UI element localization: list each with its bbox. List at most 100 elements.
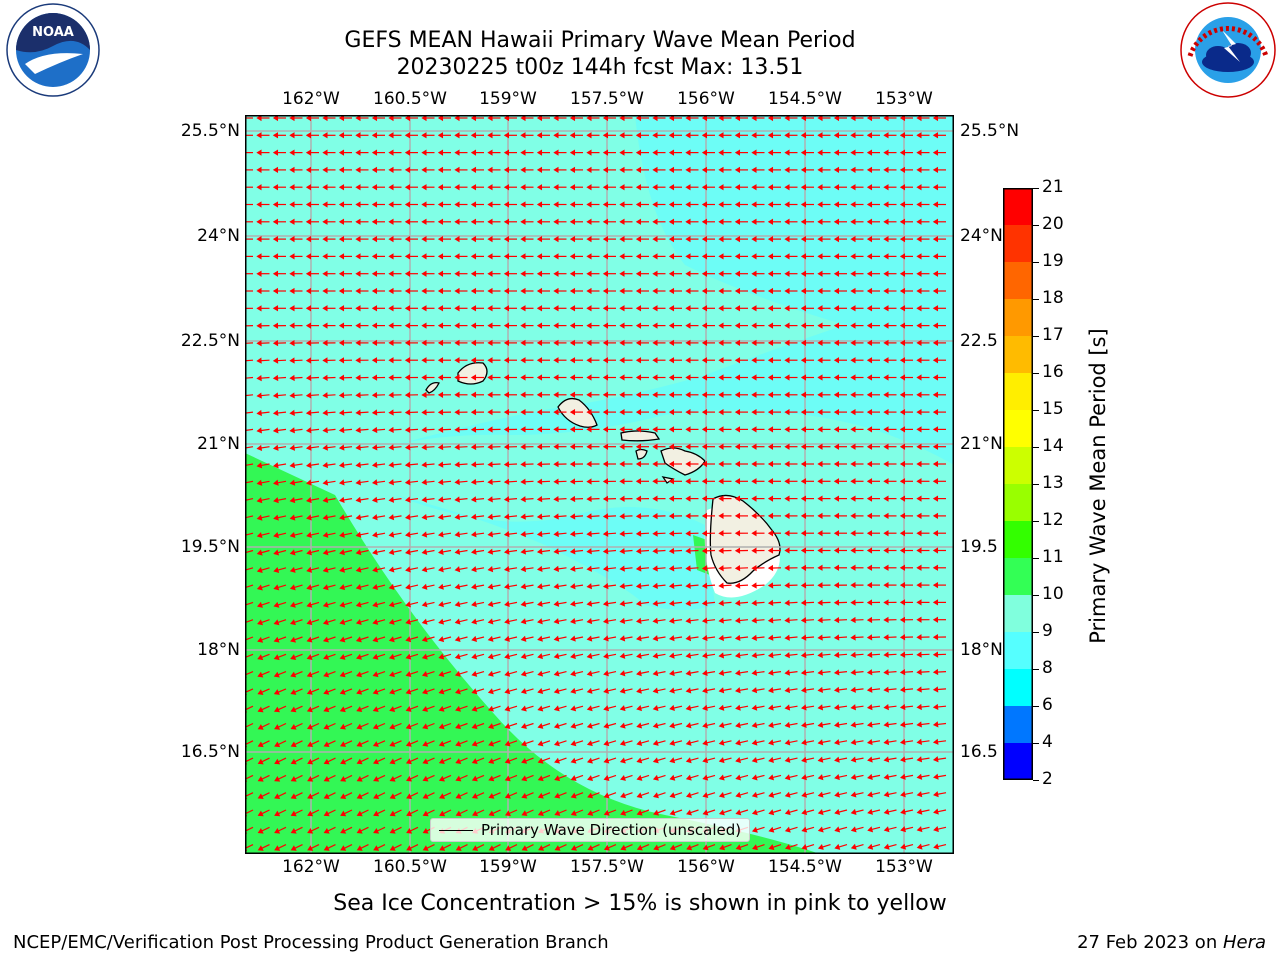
wave-arrow-head: [751, 478, 757, 485]
wave-arrow-head: [603, 652, 609, 659]
wave-arrow-head: [553, 565, 560, 572]
wave-arrow-head: [405, 636, 412, 643]
wave-arrow-head: [520, 305, 526, 312]
wave-arrow-head: [554, 845, 561, 851]
wave-arrow-head: [784, 617, 790, 624]
wave-arrow-head: [800, 235, 807, 243]
wave-arrow-head: [338, 357, 345, 364]
wave-arrow-head: [916, 218, 922, 225]
wave-arrow-head: [404, 201, 411, 208]
wave-arrow-head: [520, 201, 526, 208]
wave-arrow-head: [438, 548, 444, 555]
wave-arrow-head: [767, 460, 774, 468]
wave-arrow-head: [850, 322, 856, 329]
wave-arrow-head: [437, 444, 444, 451]
wave-arrow-head: [718, 357, 724, 364]
wave-arrow-head: [454, 478, 460, 486]
wave-arrow-head: [569, 218, 576, 225]
wave-arrow-head: [850, 686, 856, 693]
wave-arrow-head: [289, 497, 296, 504]
wave-arrow-head: [866, 322, 873, 329]
wave-arrow-head: [668, 635, 675, 642]
wave-arrow-head: [850, 305, 856, 312]
wave-arrow-head: [883, 634, 889, 641]
wave-arrow-head: [751, 791, 758, 798]
wave-arrow-head: [536, 548, 543, 555]
wave-arrow-head: [751, 374, 757, 381]
wave-arrow-head: [438, 775, 445, 782]
wave-arrow-head: [340, 845, 347, 851]
wave-arrow-head: [438, 601, 444, 608]
wave-arrow-head: [470, 461, 477, 468]
wave-arrow-head: [372, 741, 379, 747]
wave-arrow-head: [553, 235, 559, 243]
wave-arrow-head: [455, 758, 462, 764]
wave-arrow-head: [718, 634, 724, 642]
wave-arrow-head: [734, 634, 741, 642]
wave-arrow-head: [404, 514, 411, 521]
wave-arrow-head: [866, 166, 873, 174]
wave-arrow-head: [470, 270, 477, 277]
wave-arrow-head: [487, 426, 493, 433]
wave-arrow-head: [850, 339, 856, 347]
wave-arrow-head: [256, 115, 262, 122]
wave-arrow-head: [487, 305, 493, 312]
wave-arrow-head: [273, 601, 280, 608]
wave-arrow-head: [850, 547, 856, 554]
wave-arrow-head: [521, 810, 528, 817]
wave-arrow-head: [668, 270, 675, 277]
wave-arrow-head: [487, 115, 493, 122]
wave-arrow-head: [833, 651, 840, 659]
wave-arrow-head: [371, 444, 378, 451]
wave-arrow-head: [356, 653, 362, 660]
wave-arrow-head: [322, 287, 328, 295]
wave-arrow-head: [751, 530, 757, 537]
wave-arrow-head: [404, 166, 411, 174]
wave-arrow-head: [421, 184, 427, 191]
wave-arrow-head: [867, 773, 873, 781]
wave-arrow-head: [472, 845, 479, 851]
wave-arrow-head: [274, 845, 281, 851]
wave-arrow-head: [470, 115, 477, 122]
wave-arrow-head: [668, 374, 675, 381]
wave-arrow-head: [767, 149, 774, 156]
wave-arrow-head: [422, 775, 429, 782]
wave-arrow-head: [702, 704, 708, 711]
wave-arrow-head: [734, 235, 741, 243]
chart-subtitle-run: 20230225 t00z 144h fcst Max: 13.51: [396, 55, 804, 80]
colorbar-tick-mark: [1033, 669, 1039, 670]
colorbar-segment: [1003, 447, 1033, 485]
wave-arrow-head: [470, 531, 477, 538]
wave-arrow-head: [800, 253, 807, 260]
colorbar-tick-mark: [1033, 410, 1039, 411]
wave-arrow-head: [373, 827, 380, 834]
wave-arrow-head: [751, 669, 758, 676]
wave-arrow-head: [916, 408, 922, 416]
wave-arrow-head: [306, 689, 313, 695]
wave-arrow-head: [454, 409, 460, 416]
wave-arrow-head: [652, 357, 658, 364]
wave-arrow-head: [322, 619, 329, 626]
wave-arrow-head: [751, 739, 758, 746]
wave-arrow-head: [536, 565, 543, 573]
wave-arrow-head: [883, 132, 889, 139]
wave-arrow-head: [916, 843, 923, 850]
wave-arrow-head: [751, 305, 757, 312]
wave-arrow-head: [833, 564, 840, 571]
wave-arrow-head: [734, 149, 741, 156]
wave-arrow-head: [289, 374, 295, 382]
wave-arrow-head: [883, 721, 890, 728]
wave-arrow-head: [833, 253, 840, 260]
wave-arrow-head: [767, 634, 774, 641]
wave-arrow-head: [338, 427, 345, 434]
wave-arrow-head: [322, 601, 329, 608]
wave-arrow-head: [883, 843, 890, 850]
wave-arrow-head: [899, 547, 906, 554]
wave-arrow-head: [751, 634, 757, 641]
wave-arrow-head: [735, 791, 742, 798]
wave-arrow-head: [537, 705, 544, 712]
wave-arrow-head: [850, 184, 856, 191]
wave-arrow-head: [553, 305, 559, 312]
wave-arrow-head: [454, 513, 460, 521]
wave-arrow-head: [404, 409, 411, 416]
